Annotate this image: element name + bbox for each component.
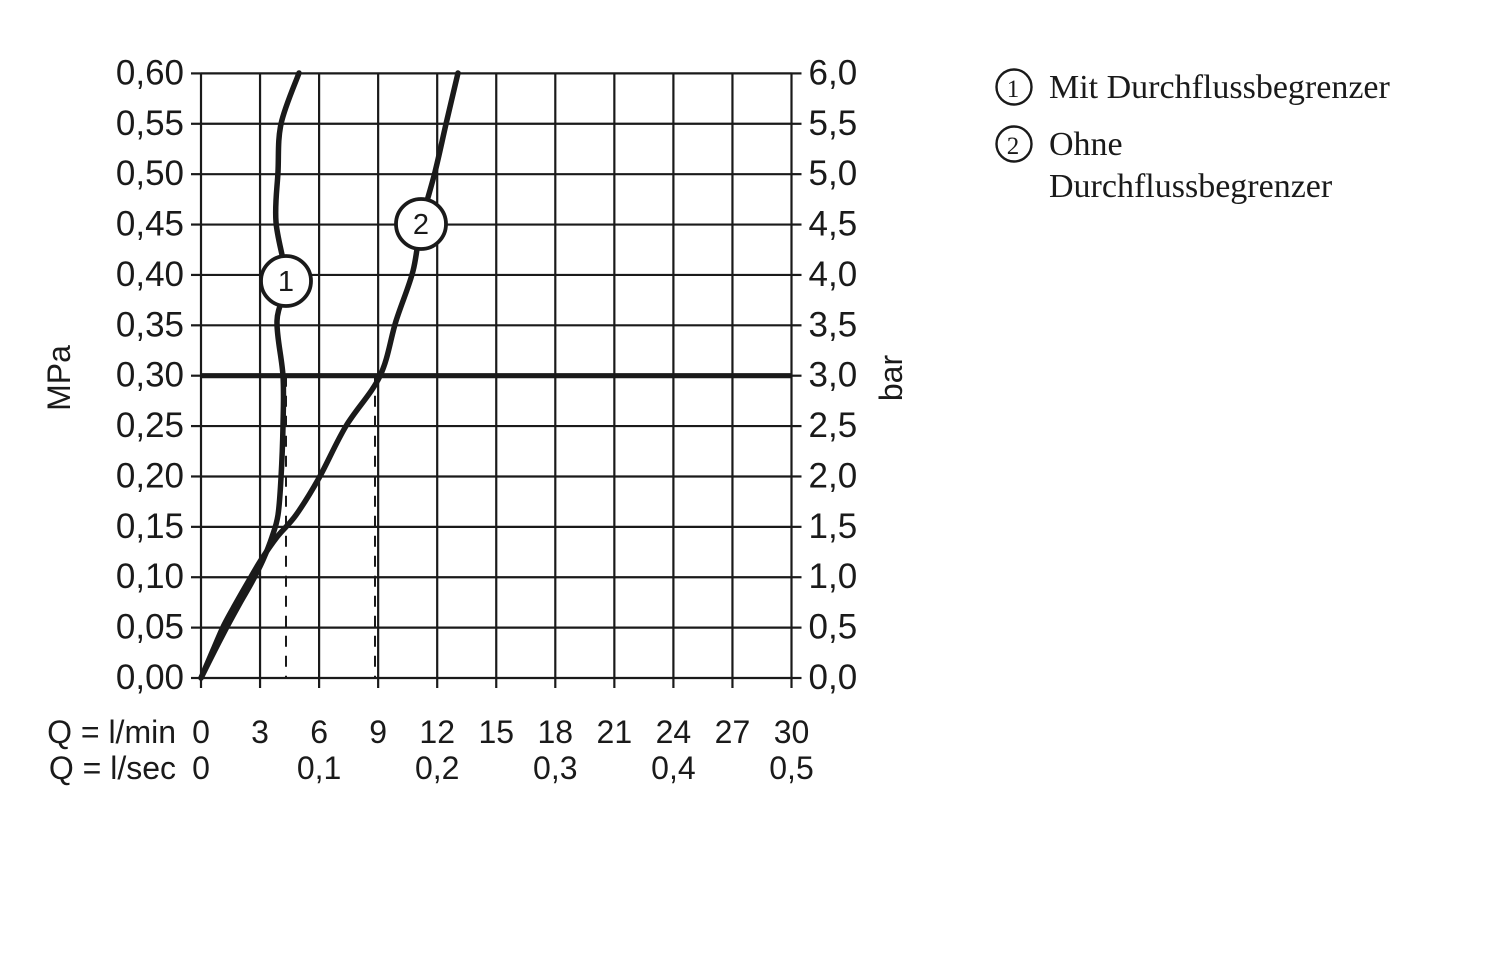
- svg-text:Q = l/min: Q = l/min: [47, 714, 176, 750]
- svg-text:12: 12: [419, 714, 455, 750]
- svg-text:0,5: 0,5: [809, 608, 858, 647]
- svg-text:2,0: 2,0: [809, 456, 858, 495]
- svg-text:2: 2: [413, 209, 429, 241]
- svg-text:0,2: 0,2: [415, 750, 459, 786]
- svg-text:0: 0: [192, 714, 210, 750]
- svg-text:0,20: 0,20: [116, 456, 184, 495]
- svg-text:1,0: 1,0: [809, 557, 858, 596]
- svg-text:MPa: MPa: [41, 345, 77, 411]
- svg-text:0,05: 0,05: [116, 608, 184, 647]
- svg-text:0,55: 0,55: [116, 104, 184, 143]
- svg-text:27: 27: [715, 714, 751, 750]
- svg-text:0,25: 0,25: [116, 406, 184, 445]
- svg-text:0,45: 0,45: [116, 205, 184, 244]
- svg-text:3: 3: [251, 714, 269, 750]
- svg-text:1,5: 1,5: [809, 507, 858, 546]
- svg-text:1: 1: [1007, 76, 1020, 103]
- svg-text:6,0: 6,0: [809, 53, 858, 92]
- svg-text:2: 2: [1007, 133, 1020, 160]
- svg-text:0,4: 0,4: [651, 750, 695, 786]
- svg-text:1: 1: [278, 266, 294, 298]
- svg-text:0,50: 0,50: [116, 154, 184, 193]
- svg-text:3,0: 3,0: [809, 356, 858, 395]
- svg-text:0,10: 0,10: [116, 557, 184, 596]
- svg-text:24: 24: [656, 714, 692, 750]
- svg-text:0,30: 0,30: [116, 356, 184, 395]
- svg-text:5,5: 5,5: [809, 104, 858, 143]
- svg-text:21: 21: [597, 714, 633, 750]
- svg-text:3,5: 3,5: [809, 305, 858, 344]
- svg-text:5,0: 5,0: [809, 154, 858, 193]
- svg-text:18: 18: [538, 714, 574, 750]
- svg-text:4,0: 4,0: [809, 255, 858, 294]
- svg-text:15: 15: [478, 714, 514, 750]
- svg-text:Mit Durchflussbegrenzer: Mit Durchflussbegrenzer: [1049, 69, 1391, 106]
- svg-text:Ohne: Ohne: [1049, 126, 1123, 163]
- svg-text:4,5: 4,5: [809, 205, 858, 244]
- svg-text:9: 9: [369, 714, 387, 750]
- svg-text:0,0: 0,0: [809, 658, 858, 697]
- svg-text:0,15: 0,15: [116, 507, 184, 546]
- svg-text:0,00: 0,00: [116, 658, 184, 697]
- svg-text:bar: bar: [873, 355, 909, 402]
- svg-text:6: 6: [310, 714, 328, 750]
- svg-text:0,5: 0,5: [769, 750, 813, 786]
- svg-text:2,5: 2,5: [809, 406, 858, 445]
- svg-text:0,35: 0,35: [116, 305, 184, 344]
- svg-text:30: 30: [774, 714, 810, 750]
- svg-text:0: 0: [192, 750, 210, 786]
- svg-text:0,40: 0,40: [116, 255, 184, 294]
- svg-text:Durchflussbegrenzer: Durchflussbegrenzer: [1049, 168, 1333, 205]
- svg-text:0,1: 0,1: [297, 750, 341, 786]
- svg-text:0,3: 0,3: [533, 750, 577, 786]
- svg-text:0,60: 0,60: [116, 53, 184, 92]
- svg-text:Q = l/sec: Q = l/sec: [49, 750, 176, 786]
